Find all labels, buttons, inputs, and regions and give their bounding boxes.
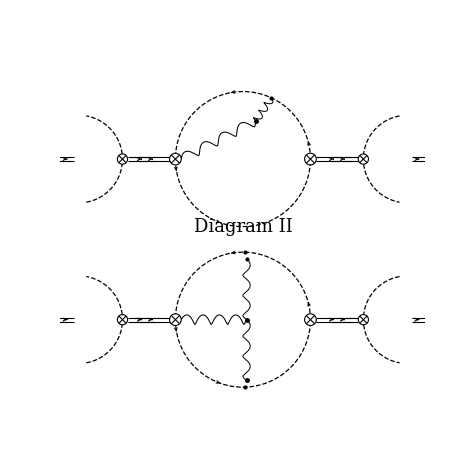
Circle shape — [305, 314, 316, 326]
Circle shape — [118, 154, 128, 164]
Circle shape — [305, 153, 316, 165]
Circle shape — [446, 315, 456, 325]
Circle shape — [358, 315, 368, 325]
Circle shape — [30, 315, 40, 325]
Text: Diagram II: Diagram II — [193, 218, 292, 236]
Circle shape — [170, 314, 181, 326]
Circle shape — [358, 154, 368, 164]
Circle shape — [118, 315, 128, 325]
Circle shape — [30, 154, 40, 164]
Circle shape — [446, 154, 456, 164]
Circle shape — [170, 153, 181, 165]
